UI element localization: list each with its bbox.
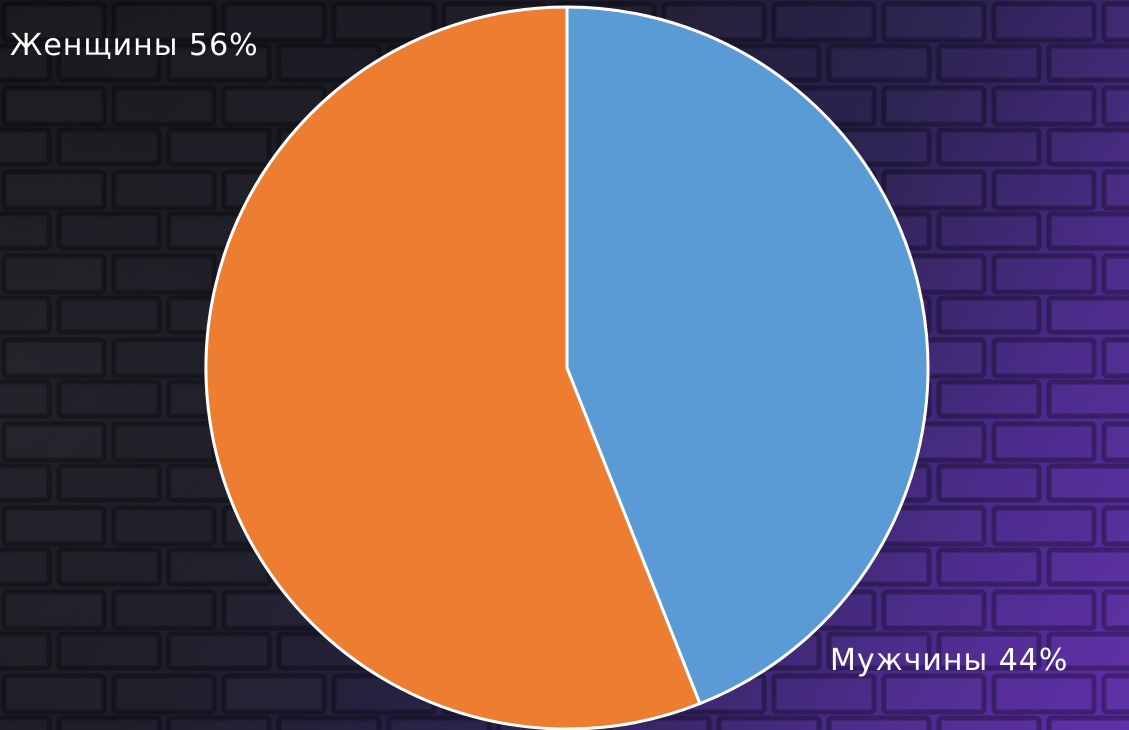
- slice-label-men: Мужчины 44%: [830, 643, 1069, 678]
- pie-slice-men: [565, 5, 930, 706]
- pie-slice-women: [204, 5, 702, 730]
- pie-slices: [204, 5, 930, 730]
- slice-label-women: Женщины 56%: [10, 28, 259, 63]
